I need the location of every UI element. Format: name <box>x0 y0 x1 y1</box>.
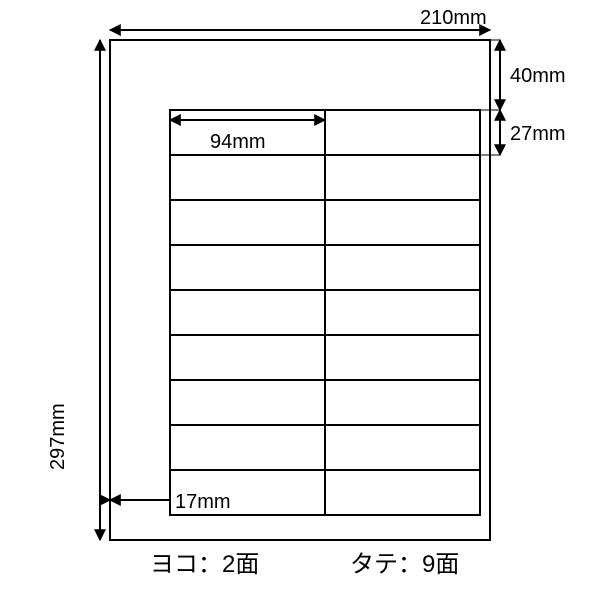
dim-page-width-label: 210mm <box>420 7 487 29</box>
dim-left-margin-label: 17mm <box>175 491 231 513</box>
caption: ヨコ：2面 タテ：9面 <box>150 551 459 578</box>
label-grid <box>170 110 480 515</box>
dimension-annotations: 210mm 297mm 40mm 27mm 94mm 17mm <box>47 7 566 540</box>
dim-page-height-label: 297mm <box>47 403 69 470</box>
dim-top-margin-label: 40mm <box>510 65 566 87</box>
dim-cell-height-label: 27mm <box>510 123 566 145</box>
dim-cell-width-label: 94mm <box>210 131 266 153</box>
caption-rows: タテ：9面 <box>350 551 459 578</box>
caption-cols: ヨコ：2面 <box>150 551 259 578</box>
label-sheet-diagram: 210mm 297mm 40mm 27mm 94mm 17mm ヨコ：2面 タテ：9面 <box>0 0 600 600</box>
